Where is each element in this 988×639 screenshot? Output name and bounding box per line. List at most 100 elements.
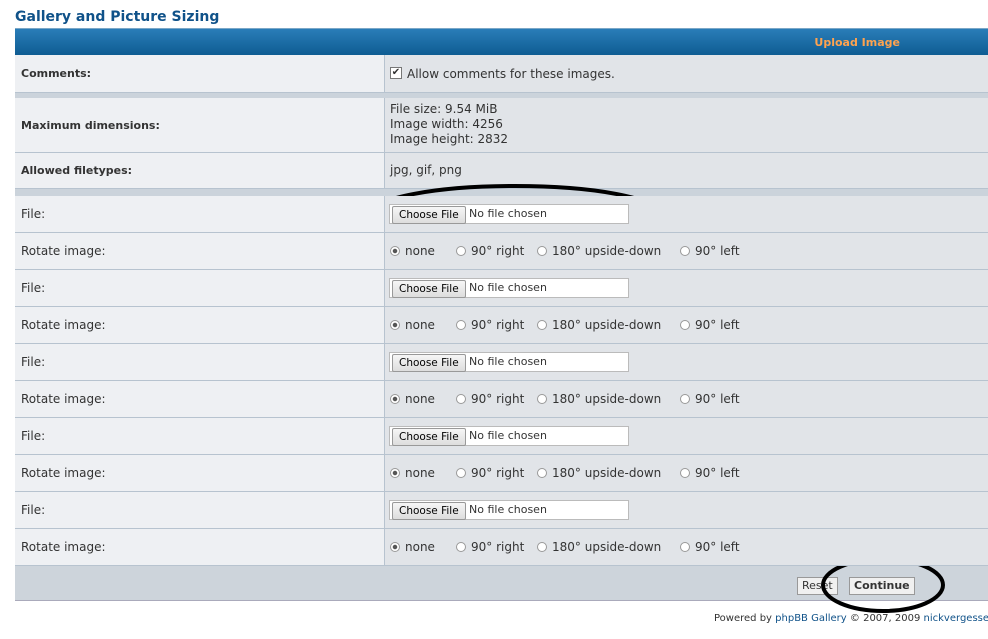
- radio[interactable]: [680, 320, 690, 330]
- choose-file-button[interactable]: Choose File: [392, 428, 466, 446]
- label-cell: File:: [15, 196, 385, 232]
- annotation-ellipse: [821, 557, 945, 613]
- rotate-option[interactable]: 180° upside-down: [537, 392, 661, 406]
- radio[interactable]: [680, 246, 690, 256]
- label: Rotate image:: [21, 392, 106, 406]
- choose-file-button[interactable]: Choose File: [392, 206, 466, 224]
- rotate-option[interactable]: 90° left: [680, 318, 740, 332]
- label-cell: Rotate image:: [15, 529, 385, 565]
- file-status: No file chosen: [469, 429, 547, 442]
- label: Rotate image:: [21, 318, 106, 332]
- option-label: 90° left: [695, 244, 740, 258]
- rotate-option[interactable]: 90° left: [680, 244, 740, 258]
- file-status: No file chosen: [469, 503, 547, 516]
- radio[interactable]: [390, 246, 400, 256]
- rotate-option[interactable]: none: [390, 392, 435, 406]
- option-label: 90° right: [471, 540, 525, 554]
- radio[interactable]: [537, 246, 547, 256]
- radio[interactable]: [456, 394, 466, 404]
- label: File:: [21, 207, 46, 221]
- file-row: File: Choose File No file chosen: [15, 196, 988, 233]
- rotate-option[interactable]: 90° right: [456, 244, 524, 258]
- radio[interactable]: [537, 320, 547, 330]
- dimension-line: Image width: 4256: [390, 117, 503, 131]
- radio[interactable]: [680, 468, 690, 478]
- dimension-line: File size: 9.54 MiB: [390, 102, 498, 116]
- option-label: 90° left: [695, 466, 740, 480]
- rotate-option[interactable]: 90° left: [680, 466, 740, 480]
- rotate-option[interactable]: none: [390, 540, 435, 554]
- radio[interactable]: [390, 542, 400, 552]
- option-label: 90° right: [471, 244, 525, 258]
- choose-file-button[interactable]: Choose File: [392, 354, 466, 372]
- radio[interactable]: [390, 320, 400, 330]
- rotate-row: Rotate image: none 90° right 180° upside-do…: [15, 307, 988, 344]
- file-input[interactable]: Choose File No file chosen: [389, 204, 629, 224]
- header-bar: Upload Image: [15, 28, 988, 56]
- choose-file-button[interactable]: Choose File: [392, 502, 466, 520]
- radio[interactable]: [537, 542, 547, 552]
- radio[interactable]: [537, 468, 547, 478]
- radio[interactable]: [456, 320, 466, 330]
- option-label: 90° right: [471, 466, 525, 480]
- value-cell: Choose File No file chosen: [385, 270, 988, 306]
- rotate-option[interactable]: none: [390, 318, 435, 332]
- radio[interactable]: [390, 468, 400, 478]
- label: File:: [21, 429, 46, 443]
- link[interactable]: nickvergessen: [923, 613, 988, 624]
- option-label: 90° right: [471, 392, 525, 406]
- radio[interactable]: [456, 542, 466, 552]
- option-label: none: [405, 244, 435, 258]
- rotate-option[interactable]: 180° upside-down: [537, 244, 661, 258]
- file-status: No file chosen: [469, 281, 547, 294]
- rotate-option[interactable]: 90° left: [680, 540, 740, 554]
- radio[interactable]: [456, 468, 466, 478]
- option-label: 90° right: [471, 318, 525, 332]
- rotate-option[interactable]: 90° right: [456, 318, 524, 332]
- option-label: 180° upside-down: [552, 466, 662, 480]
- file-input[interactable]: Choose File No file chosen: [389, 500, 629, 520]
- rotate-option[interactable]: 180° upside-down: [537, 318, 661, 332]
- checkbox[interactable]: ✔: [390, 67, 402, 79]
- file-row: File: Choose File No file chosen: [15, 344, 988, 381]
- radio[interactable]: [680, 542, 690, 552]
- rotate-option[interactable]: none: [390, 466, 435, 480]
- file-status: No file chosen: [469, 355, 547, 368]
- label-cell: File:: [15, 344, 385, 380]
- file-input[interactable]: Choose File No file chosen: [389, 426, 629, 446]
- file-input[interactable]: Choose File No file chosen: [389, 278, 629, 298]
- link[interactable]: phpBB Gallery: [775, 613, 847, 624]
- radio[interactable]: [537, 394, 547, 404]
- option-label: 180° upside-down: [552, 244, 662, 258]
- option-label: none: [405, 466, 435, 480]
- label: Rotate image:: [21, 466, 106, 480]
- value-cell: none 90° right 180° upside-down 90° left: [385, 381, 988, 417]
- value-cell: Choose File No file chosen: [385, 418, 988, 454]
- continue-button[interactable]: Continue: [849, 577, 915, 595]
- option-label: none: [405, 318, 435, 332]
- radio[interactable]: [456, 246, 466, 256]
- rotate-option[interactable]: 90° right: [456, 392, 524, 406]
- option-label: none: [405, 540, 435, 554]
- label-cell: File:: [15, 492, 385, 528]
- file-row: File: Choose File No file chosen: [15, 492, 988, 529]
- rotate-row: Rotate image: none 90° right 180° upside-do…: [15, 455, 988, 492]
- rotate-option[interactable]: 180° upside-down: [537, 466, 661, 480]
- rotate-option[interactable]: 180° upside-down: [537, 540, 661, 554]
- rotate-option[interactable]: 90° right: [456, 540, 524, 554]
- label-cell: Rotate image:: [15, 307, 385, 343]
- value-cell: none 90° right 180° upside-down 90° left: [385, 233, 988, 269]
- value-cell: Choose File No file chosen: [385, 196, 988, 232]
- option-label: 180° upside-down: [552, 318, 662, 332]
- radio[interactable]: [680, 394, 690, 404]
- option-label: 90° left: [695, 318, 740, 332]
- value-cell: Choose File No file chosen: [385, 492, 988, 528]
- rotate-option[interactable]: 90° right: [456, 466, 524, 480]
- file-row: File: Choose File No file chosen: [15, 418, 988, 455]
- label: Allowed filetypes:: [21, 164, 133, 177]
- rotate-option[interactable]: 90° left: [680, 392, 740, 406]
- file-input[interactable]: Choose File No file chosen: [389, 352, 629, 372]
- radio[interactable]: [390, 394, 400, 404]
- choose-file-button[interactable]: Choose File: [392, 280, 466, 298]
- rotate-option[interactable]: none: [390, 244, 435, 258]
